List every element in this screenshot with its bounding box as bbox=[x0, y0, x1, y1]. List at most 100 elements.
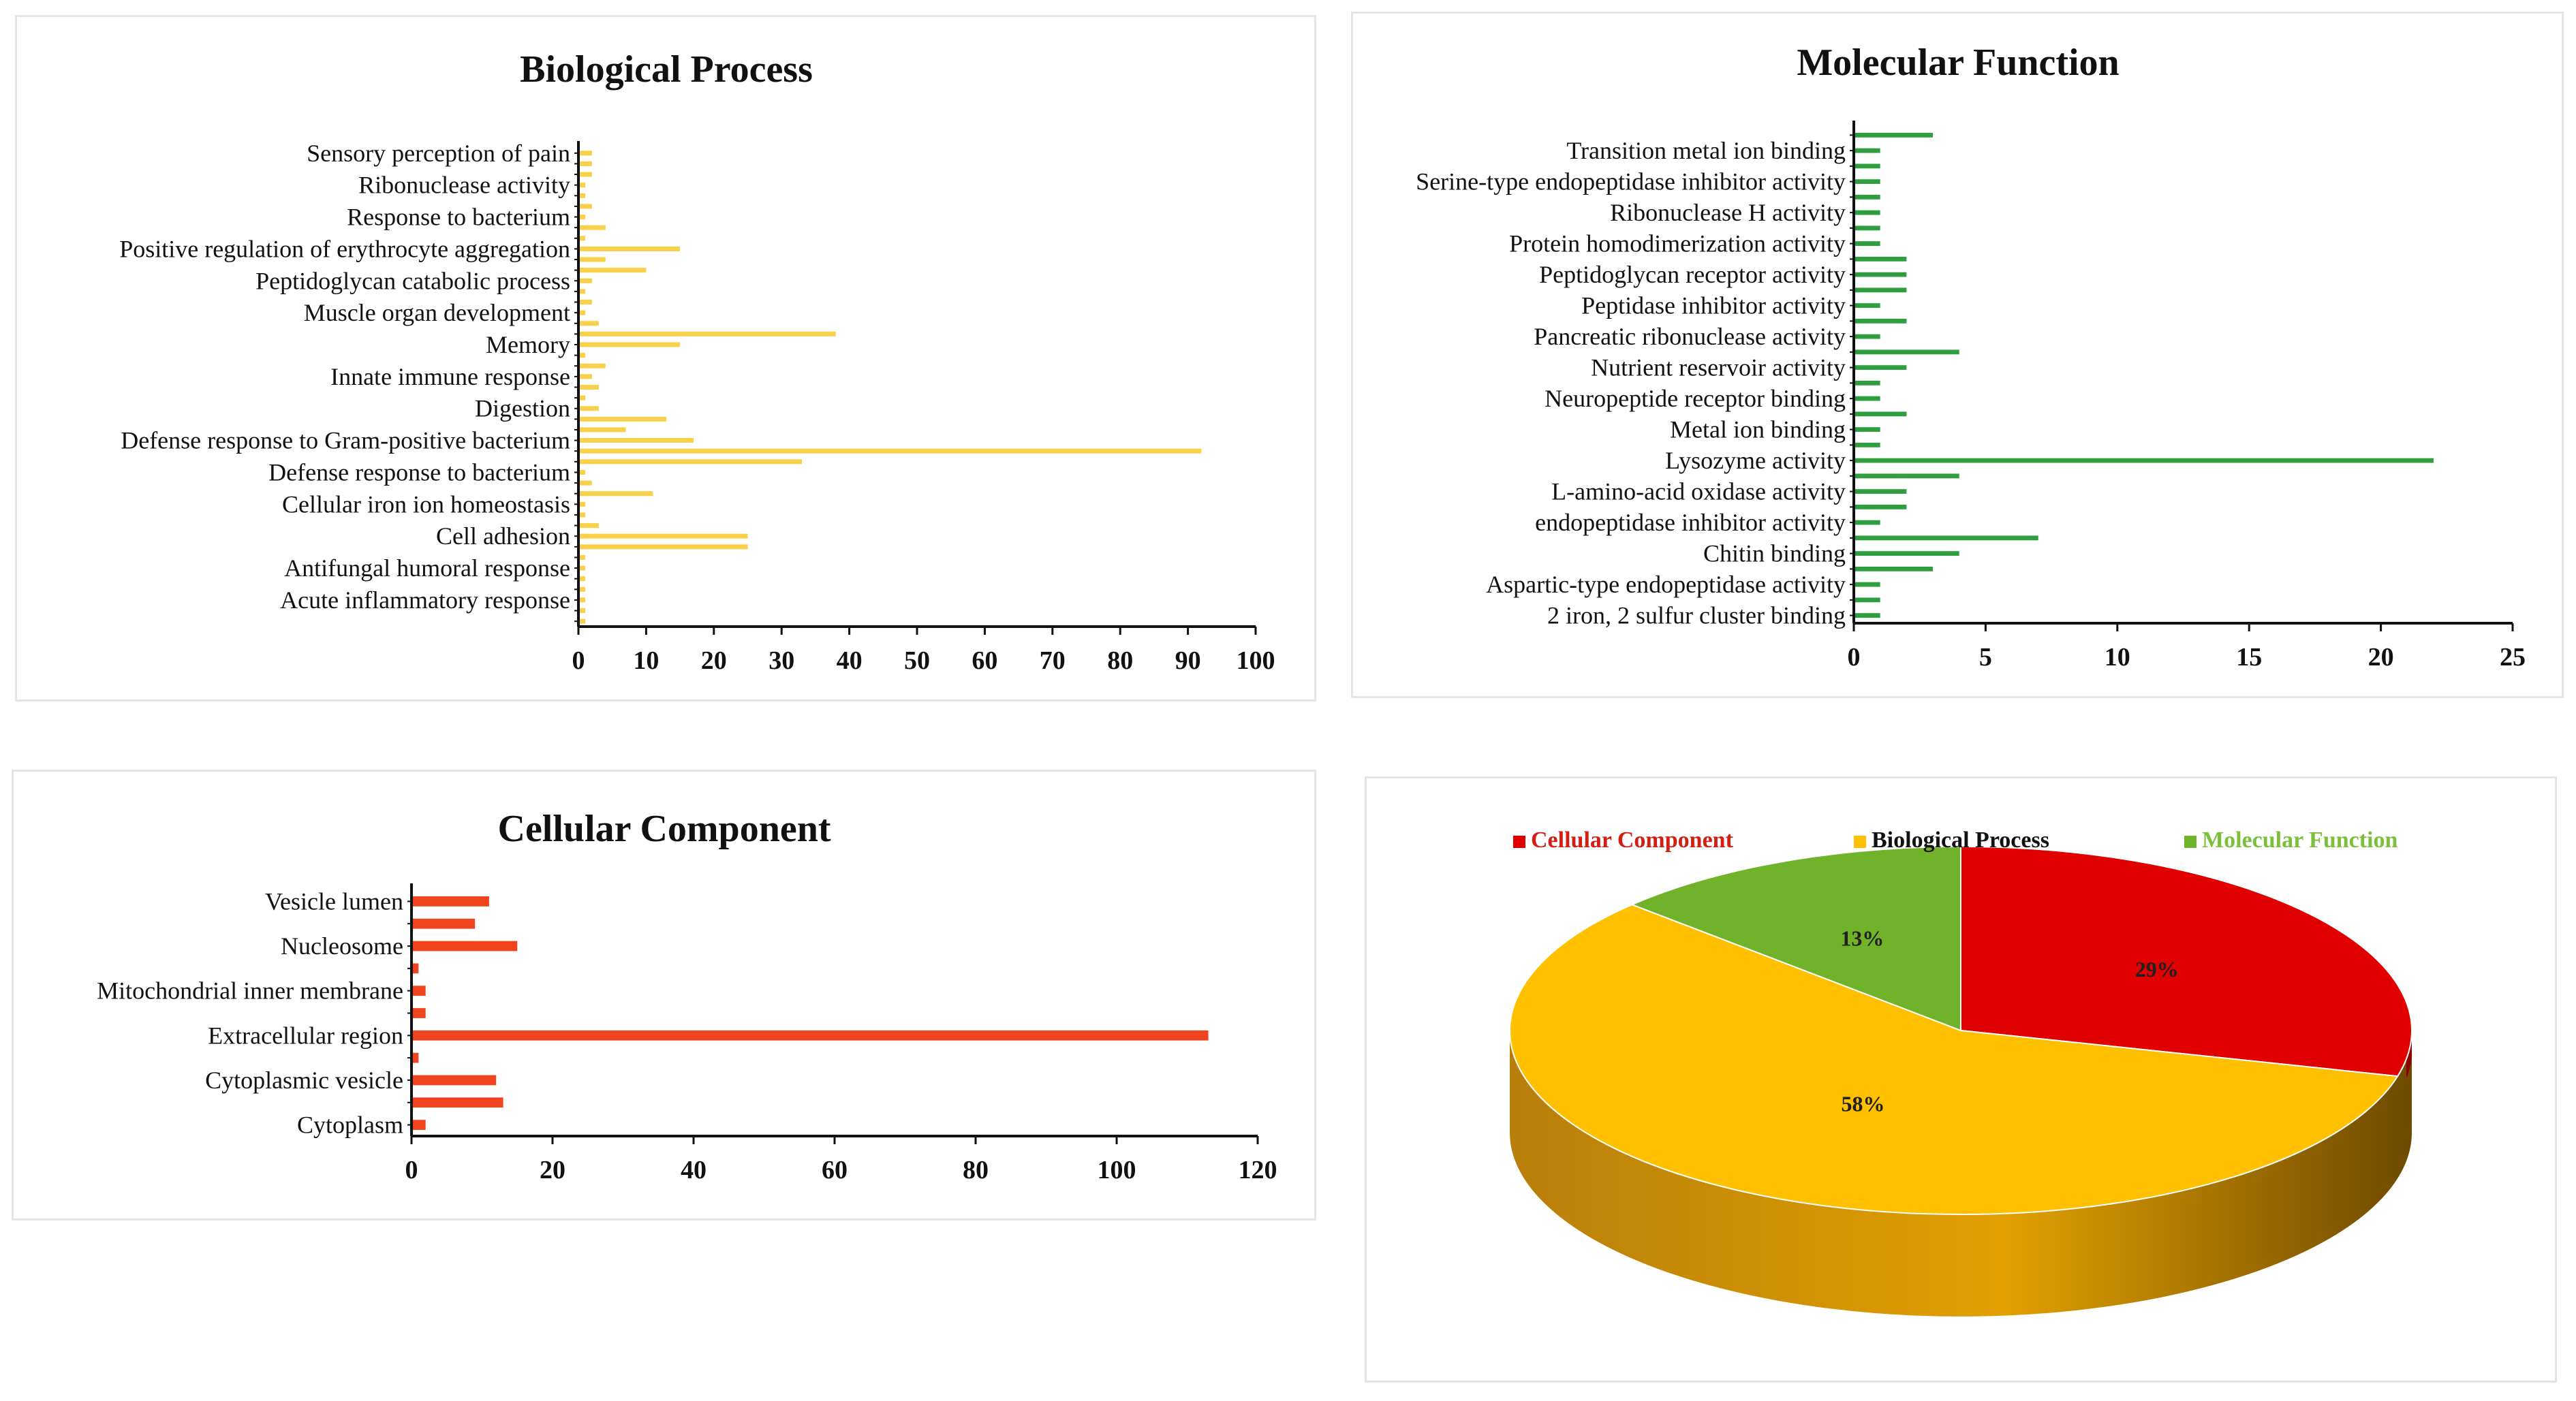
bar bbox=[1854, 535, 2038, 541]
category-label: Positive regulation of erythrocyte aggre… bbox=[119, 235, 570, 262]
chart-title: Biological Process bbox=[520, 48, 813, 91]
molecular-function-svg: Molecular Function Transition metal ion b… bbox=[1416, 42, 2526, 672]
x-tick-label: 60 bbox=[822, 1156, 848, 1184]
x-tick-label: 20 bbox=[701, 646, 727, 675]
bar bbox=[578, 204, 592, 209]
bar bbox=[1854, 334, 1880, 339]
bar bbox=[1854, 225, 1880, 231]
bar bbox=[578, 193, 585, 198]
x-tick-label: 20 bbox=[2368, 643, 2394, 672]
category-label: Chitin binding bbox=[1703, 540, 1846, 567]
category-label: Pancreatic ribonuclease activity bbox=[1534, 323, 1846, 350]
pie-side-wall bbox=[1510, 1030, 2412, 1317]
bar bbox=[578, 257, 606, 262]
legend-label: Molecular Function bbox=[2202, 828, 2397, 853]
x-tick-label: 40 bbox=[837, 646, 863, 675]
legend-swatch bbox=[1854, 836, 1866, 848]
bar bbox=[578, 438, 694, 443]
category-label: Aspartic-type endopeptidase activity bbox=[1486, 571, 1846, 598]
bar bbox=[1854, 365, 1907, 371]
bar bbox=[578, 416, 667, 422]
bar bbox=[1854, 256, 1907, 262]
bar bbox=[1854, 241, 1880, 247]
bar bbox=[1854, 303, 1880, 309]
bar bbox=[578, 544, 748, 550]
legend-label: Biological Process bbox=[1872, 828, 2049, 853]
category-label: Peptidoglycan catabolic process bbox=[255, 267, 570, 294]
bar bbox=[578, 374, 592, 379]
bar bbox=[1854, 194, 1880, 200]
x-tick-label: 60 bbox=[972, 646, 997, 675]
bar bbox=[578, 395, 585, 400]
bar bbox=[1854, 287, 1907, 293]
chart-title: Molecular Function bbox=[1797, 42, 2119, 84]
bar bbox=[578, 448, 1202, 454]
x-tick-label: 10 bbox=[633, 646, 659, 675]
x-tick-label: 100 bbox=[1098, 1156, 1136, 1184]
bar bbox=[578, 469, 585, 475]
category-label: Acute inflammatory response bbox=[280, 586, 570, 614]
legend-swatch bbox=[1513, 836, 1525, 848]
bar bbox=[578, 384, 599, 390]
bar bbox=[578, 183, 585, 188]
x-tick-label: 0 bbox=[1848, 643, 1861, 672]
category-label: L-amino-acid oxidase activity bbox=[1551, 478, 1846, 505]
category-label: 2 iron, 2 sulfur cluster binding bbox=[1547, 602, 1846, 629]
bar bbox=[1854, 520, 1880, 525]
x-tick-label: 0 bbox=[572, 646, 585, 675]
bar bbox=[1854, 473, 1959, 479]
category-label: Muscle organ development bbox=[304, 299, 570, 326]
x-tick-label: 30 bbox=[769, 646, 794, 675]
bar bbox=[578, 618, 585, 624]
category-label: Memory bbox=[486, 331, 570, 358]
bar bbox=[1854, 504, 1907, 509]
category-label: Response to bacterium bbox=[347, 204, 570, 231]
category-label: Nucleosome bbox=[281, 932, 403, 960]
category-label: Vesicle lumen bbox=[265, 887, 403, 915]
go-category-pie-chart: 29% 58% 13% Cellular Component Biological Pr… bbox=[1365, 776, 2557, 1383]
bar bbox=[1854, 442, 1880, 447]
x-tick-label: 10 bbox=[2105, 643, 2130, 672]
bar bbox=[1854, 597, 1880, 603]
bar bbox=[1854, 163, 1880, 169]
x-tick-label: 90 bbox=[1175, 646, 1201, 675]
bar bbox=[578, 310, 585, 315]
x-tick-label: 25 bbox=[2500, 643, 2526, 672]
x-tick-label: 120 bbox=[1239, 1156, 1277, 1184]
category-label: Cellular iron ion homeostasis bbox=[282, 490, 570, 518]
x-tick-label: 100 bbox=[1237, 646, 1275, 675]
category-label: Ribonuclease activity bbox=[358, 172, 570, 199]
bar bbox=[578, 491, 653, 497]
bar bbox=[1854, 489, 1907, 494]
bar bbox=[412, 918, 476, 929]
bar bbox=[412, 1052, 419, 1063]
bar bbox=[578, 161, 592, 166]
category-label: Metal ion binding bbox=[1670, 416, 1846, 443]
x-tick-label: 70 bbox=[1040, 646, 1066, 675]
bar bbox=[578, 363, 606, 368]
pie-slice-label: 58% bbox=[1841, 1091, 1884, 1116]
bar bbox=[412, 941, 518, 951]
category-label: Antifungal humoral response bbox=[284, 554, 570, 582]
category-label: Peptidase inhibitor activity bbox=[1581, 292, 1846, 319]
bar bbox=[578, 480, 592, 486]
bar bbox=[1854, 272, 1907, 277]
bar bbox=[1854, 132, 1934, 138]
bar bbox=[412, 963, 419, 974]
category-label: Nutrient reservoir activity bbox=[1591, 354, 1846, 381]
category-label: Mitochondrial inner membrane bbox=[97, 977, 403, 1005]
x-tick-label: 15 bbox=[2236, 643, 2262, 672]
category-label: Cytoplasmic vesicle bbox=[205, 1067, 403, 1094]
bar bbox=[1854, 566, 1934, 571]
bar bbox=[412, 1008, 426, 1018]
bar bbox=[1854, 318, 1907, 324]
bar bbox=[1854, 148, 1880, 153]
biological-process-chart: Biological Process Sensory perception of … bbox=[15, 15, 1316, 702]
x-tick-label: 40 bbox=[681, 1156, 707, 1184]
molecular-function-chart: Molecular Function Transition metal ion b… bbox=[1351, 12, 2564, 698]
x-tick-label: 80 bbox=[963, 1156, 989, 1184]
cellular-component-chart: Cellular Component Vesicle lumen Nucleosom… bbox=[12, 770, 1316, 1221]
bar bbox=[578, 215, 585, 220]
bar bbox=[1854, 380, 1880, 385]
category-label: Cell adhesion bbox=[436, 522, 570, 550]
